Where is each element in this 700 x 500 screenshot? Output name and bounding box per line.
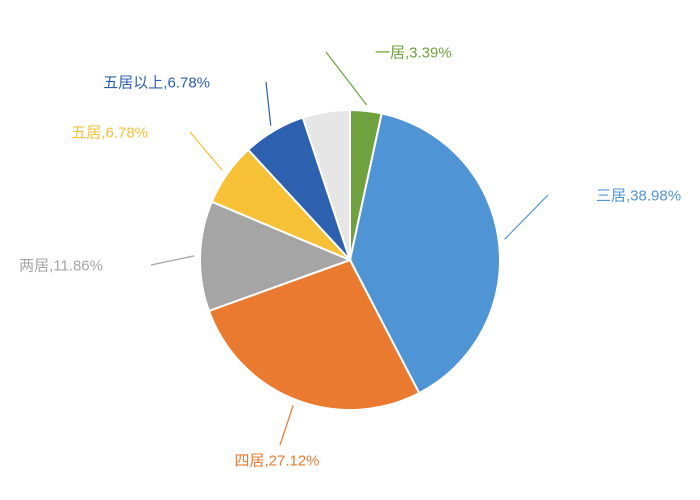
slice-label: 两居,11.86% — [19, 255, 103, 276]
slice-label: 五居以上,6.78% — [103, 72, 210, 93]
slice-label: 一居,3.39% — [375, 42, 452, 63]
slice-label: 五居,6.78% — [71, 122, 148, 143]
slice-label: 三居,38.98% — [596, 185, 681, 206]
leader-line — [190, 132, 222, 170]
slice-label: 四居,27.12% — [234, 450, 319, 471]
pie-chart: 一居,3.39% 三居,38.98% 四居,27.12% 两居,11.86% 五居,6.… — [0, 0, 700, 500]
leader-line — [151, 256, 194, 265]
leader-line — [266, 82, 271, 126]
leader-line — [326, 52, 367, 105]
leader-line — [280, 405, 293, 445]
leader-line — [505, 195, 548, 239]
